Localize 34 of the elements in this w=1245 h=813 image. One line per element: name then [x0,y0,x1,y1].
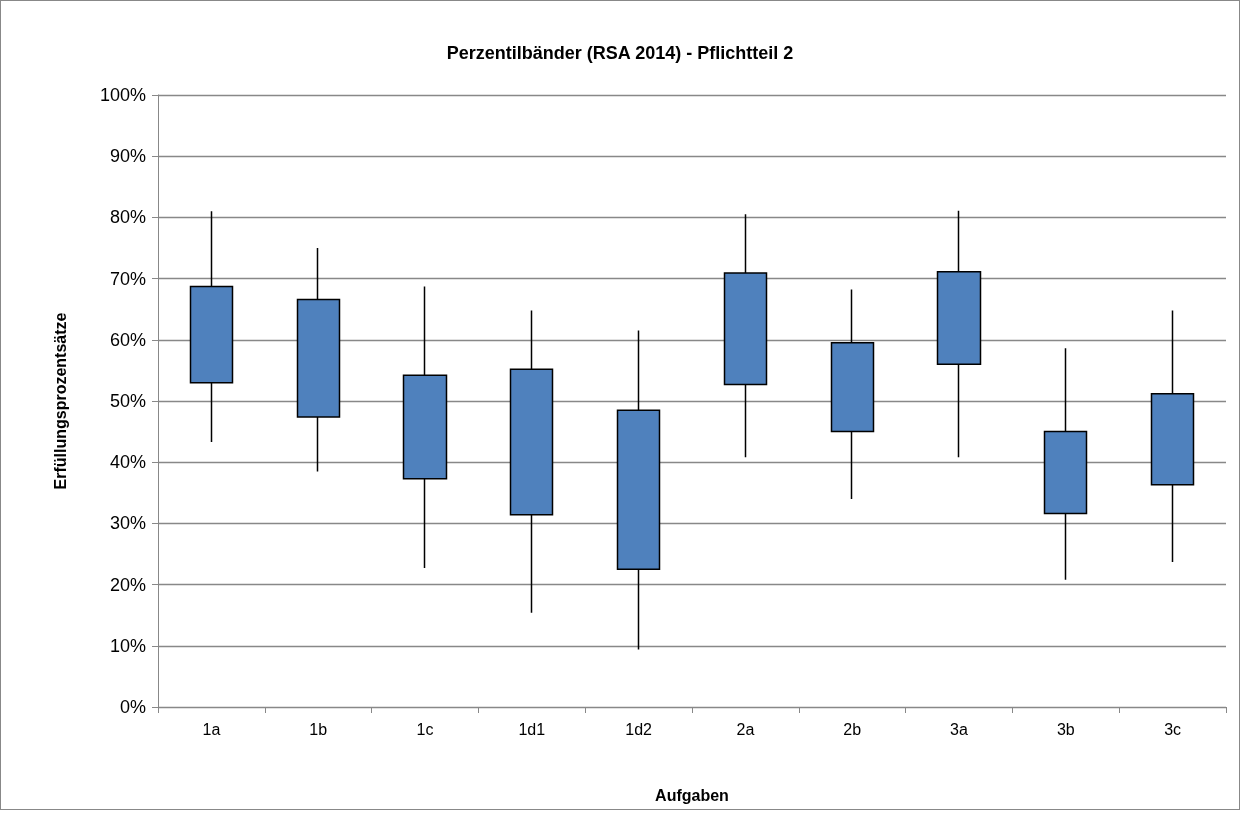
candlestick [402,285,448,569]
y-tick-label: 50% [109,391,146,411]
candlestick [723,213,768,459]
x-tick-label: 2b [843,720,862,738]
chart-title: Perzentilbänder (RSA 2014) - Pflichtteil 2 [446,43,794,63]
y-tick-label: 20% [109,574,146,595]
candlestick [1043,347,1088,581]
y-tick-label: 40% [109,452,146,473]
x-tick-label: 2a [736,720,755,738]
y-tick-label: 0% [119,697,146,717]
candlestick [830,288,875,500]
candlestick [189,210,234,443]
x-tick-label: 1b [309,720,328,738]
y-tick-label: 90% [109,146,146,167]
candlestick [936,209,982,459]
candlestick [296,247,341,473]
x-tick-label: 1d2 [625,720,653,738]
x-tick-label: 1a [202,720,221,738]
y-tick-label: 30% [109,513,146,534]
y-tick-label: 10% [109,635,146,656]
x-tick-label: 3c [1164,720,1182,738]
x-axis-title: Aufgaben [655,786,729,804]
candlestick [509,309,554,614]
candlestick [616,329,661,651]
x-tick-label: 3a [950,720,968,738]
y-tick-label: 70% [109,268,146,289]
candlestick [1150,309,1195,563]
y-tick-label: 100% [99,85,146,105]
y-tick-label: 80% [109,207,146,228]
x-tick-label: 3b [1056,720,1075,738]
y-axis-title: Erfüllungsprozentsätze [51,312,69,490]
x-tick-label: 1c [416,720,434,738]
y-tick-label: 60% [109,329,146,350]
x-tick-label: 1d1 [518,720,546,738]
